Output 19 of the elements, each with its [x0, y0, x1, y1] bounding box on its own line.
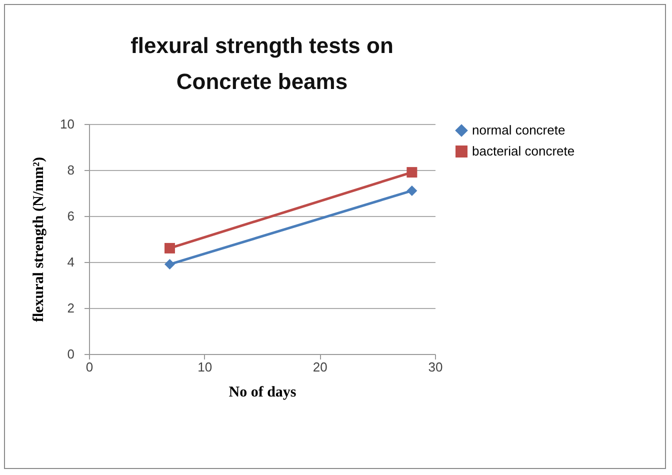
y-tick-label: 4 [67, 254, 74, 270]
y-tick-label: 2 [67, 300, 74, 316]
y-axis-title: flexural strength (N/mm²) [31, 156, 48, 322]
x-tick-label: 30 [428, 360, 443, 374]
y-tick-label: 0 [67, 346, 74, 362]
chart-title: flexural strength tests on Concrete beams [130, 33, 394, 94]
point [164, 259, 175, 270]
point [164, 242, 175, 254]
legend-label: normal concrete [472, 122, 566, 138]
y-tick-label: 10 [60, 116, 74, 132]
point [406, 167, 418, 178]
x-tick-label: 20 [312, 360, 328, 374]
x-axis-title: No of days [228, 384, 296, 400]
x-tick-label: 0 [86, 360, 94, 374]
y-tick-label: 6 [67, 208, 74, 224]
y-tick-label: 8 [67, 162, 74, 178]
x-tick-label: 10 [198, 360, 212, 374]
legend-label: bacterial concrete [472, 144, 575, 158]
point [406, 185, 418, 196]
